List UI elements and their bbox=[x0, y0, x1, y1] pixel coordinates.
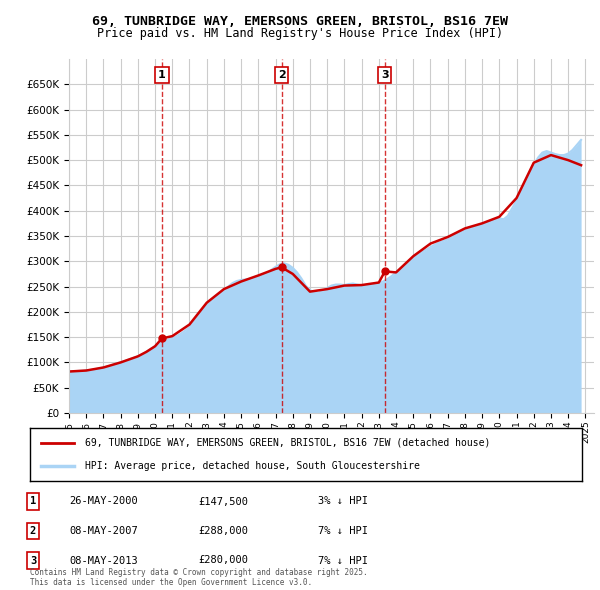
Text: 7% ↓ HPI: 7% ↓ HPI bbox=[318, 556, 368, 565]
Text: 2: 2 bbox=[30, 526, 36, 536]
Text: HPI: Average price, detached house, South Gloucestershire: HPI: Average price, detached house, Sout… bbox=[85, 461, 420, 471]
Text: Contains HM Land Registry data © Crown copyright and database right 2025.
This d: Contains HM Land Registry data © Crown c… bbox=[30, 568, 368, 587]
Text: £288,000: £288,000 bbox=[198, 526, 248, 536]
Text: 08-MAY-2007: 08-MAY-2007 bbox=[69, 526, 138, 536]
Text: £280,000: £280,000 bbox=[198, 556, 248, 565]
Text: 2: 2 bbox=[278, 70, 286, 80]
Text: £147,500: £147,500 bbox=[198, 497, 248, 506]
Text: 26-MAY-2000: 26-MAY-2000 bbox=[69, 497, 138, 506]
Text: Price paid vs. HM Land Registry's House Price Index (HPI): Price paid vs. HM Land Registry's House … bbox=[97, 27, 503, 40]
Text: 69, TUNBRIDGE WAY, EMERSONS GREEN, BRISTOL, BS16 7EW (detached house): 69, TUNBRIDGE WAY, EMERSONS GREEN, BRIST… bbox=[85, 438, 491, 448]
Text: 69, TUNBRIDGE WAY, EMERSONS GREEN, BRISTOL, BS16 7EW: 69, TUNBRIDGE WAY, EMERSONS GREEN, BRIST… bbox=[92, 15, 508, 28]
Text: 1: 1 bbox=[158, 70, 166, 80]
Text: 3% ↓ HPI: 3% ↓ HPI bbox=[318, 497, 368, 506]
Text: 3: 3 bbox=[381, 70, 389, 80]
Text: 08-MAY-2013: 08-MAY-2013 bbox=[69, 556, 138, 565]
Text: 7% ↓ HPI: 7% ↓ HPI bbox=[318, 526, 368, 536]
Text: 3: 3 bbox=[30, 556, 36, 565]
Text: 1: 1 bbox=[30, 497, 36, 506]
